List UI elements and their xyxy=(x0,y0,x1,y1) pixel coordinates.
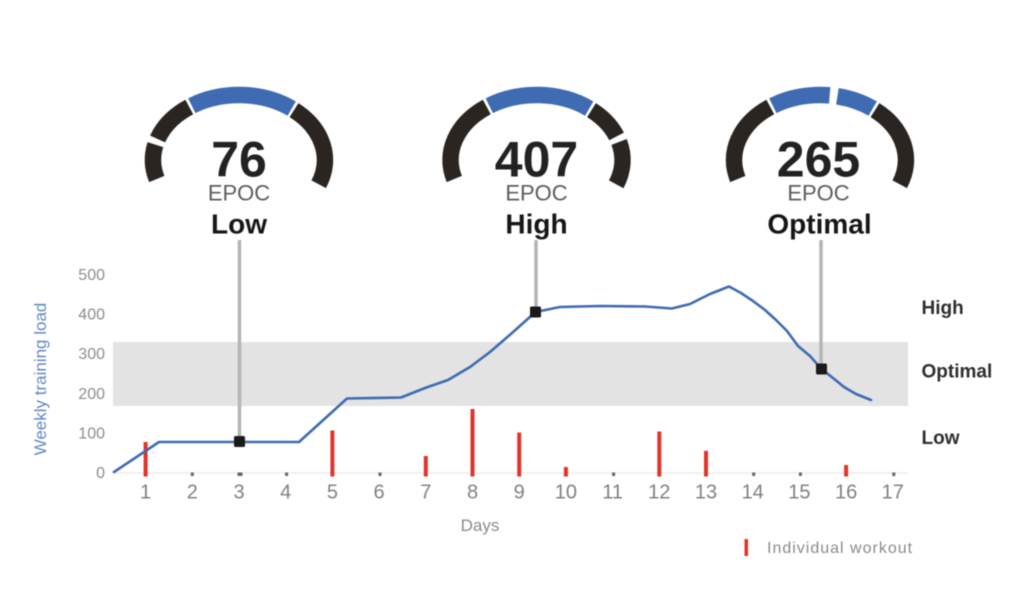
svg-text:Low: Low xyxy=(922,428,960,449)
svg-text:6: 6 xyxy=(374,482,385,504)
svg-text:EPOC: EPOC xyxy=(208,181,270,206)
svg-text:EPOC: EPOC xyxy=(505,181,567,206)
svg-text:Low: Low xyxy=(211,209,267,240)
svg-text:265: 265 xyxy=(777,132,860,188)
svg-text:2: 2 xyxy=(187,482,198,504)
svg-text:7: 7 xyxy=(420,482,431,504)
svg-text:200: 200 xyxy=(78,386,105,403)
svg-text:11: 11 xyxy=(602,482,623,504)
svg-text:17: 17 xyxy=(882,482,904,504)
svg-text:8: 8 xyxy=(467,482,478,504)
svg-text:12: 12 xyxy=(648,482,670,504)
svg-text:14: 14 xyxy=(742,482,764,504)
svg-text:76: 76 xyxy=(211,132,267,188)
svg-text:5: 5 xyxy=(327,482,338,504)
svg-text:500: 500 xyxy=(78,267,105,284)
svg-text:Weekly training load: Weekly training load xyxy=(31,303,50,456)
svg-text:300: 300 xyxy=(78,346,105,363)
svg-text:3: 3 xyxy=(233,482,244,504)
svg-text:EPOC: EPOC xyxy=(787,181,849,206)
svg-text:4: 4 xyxy=(280,482,291,504)
svg-text:1: 1 xyxy=(140,482,151,504)
svg-text:High: High xyxy=(922,298,964,319)
svg-text:100: 100 xyxy=(78,425,105,442)
svg-text:400: 400 xyxy=(78,307,105,324)
svg-text:High: High xyxy=(505,209,567,240)
svg-text:Individual workout: Individual workout xyxy=(767,540,913,557)
svg-text:Days: Days xyxy=(461,516,500,535)
svg-text:9: 9 xyxy=(514,482,525,504)
svg-text:Optimal: Optimal xyxy=(922,362,993,383)
svg-text:10: 10 xyxy=(555,482,577,504)
svg-text:Optimal: Optimal xyxy=(767,209,871,240)
svg-text:15: 15 xyxy=(788,482,810,504)
svg-text:0: 0 xyxy=(96,465,105,482)
svg-text:13: 13 xyxy=(695,482,717,504)
svg-text:407: 407 xyxy=(495,132,578,188)
svg-text:16: 16 xyxy=(835,482,857,504)
